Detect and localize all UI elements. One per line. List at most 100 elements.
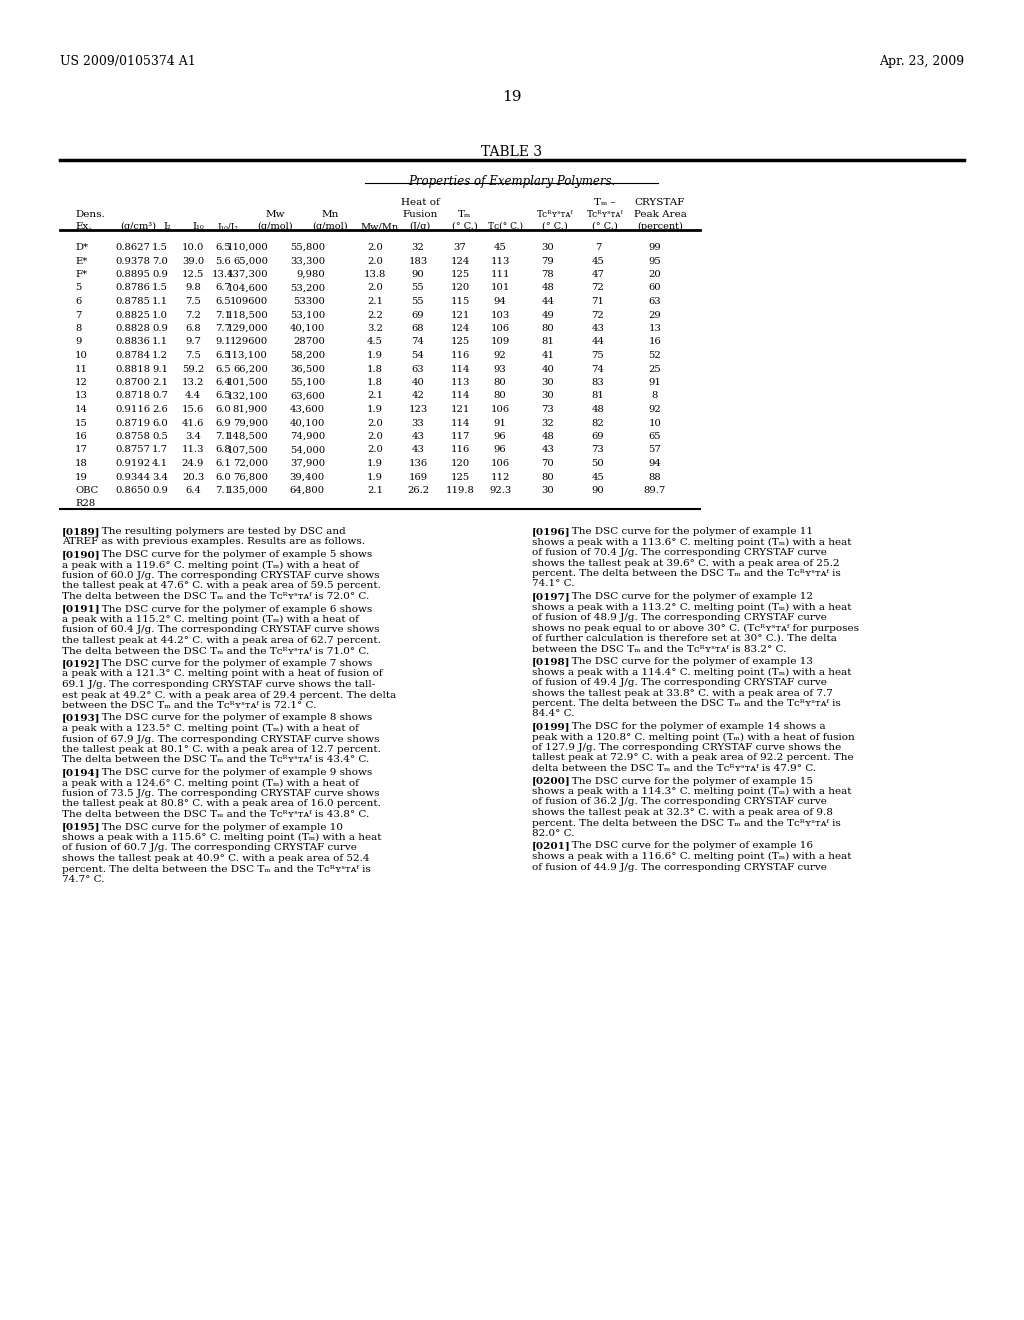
Text: 0.9378: 0.9378	[115, 256, 150, 265]
Text: the tallest peak at 80.8° C. with a peak area of 16.0 percent.: the tallest peak at 80.8° C. with a peak…	[62, 800, 381, 808]
Text: 0.8818: 0.8818	[115, 364, 151, 374]
Text: 13.2: 13.2	[182, 378, 204, 387]
Text: peak with a 120.8° C. melting point (Tₘ) with a heat of fusion: peak with a 120.8° C. melting point (Tₘ)…	[532, 733, 855, 742]
Text: est peak at 49.2° C. with a peak area of 29.4 percent. The delta: est peak at 49.2° C. with a peak area of…	[62, 690, 396, 700]
Text: 124: 124	[451, 323, 470, 333]
Text: [0199]: [0199]	[532, 722, 570, 731]
Text: 65,000: 65,000	[233, 256, 268, 265]
Text: The DSC curve for the polymer of example 15: The DSC curve for the polymer of example…	[562, 776, 813, 785]
Text: 7.2: 7.2	[185, 310, 201, 319]
Text: 2.1: 2.1	[367, 392, 383, 400]
Text: 136: 136	[409, 459, 428, 469]
Text: 129600: 129600	[229, 338, 268, 346]
Text: 7.7: 7.7	[215, 323, 231, 333]
Text: 6.8: 6.8	[215, 446, 230, 454]
Text: 6.9: 6.9	[215, 418, 230, 428]
Text: 1.5: 1.5	[152, 243, 168, 252]
Text: [0200]: [0200]	[532, 776, 570, 785]
Text: 9.7: 9.7	[185, 338, 201, 346]
Text: 16: 16	[75, 432, 88, 441]
Text: 1.1: 1.1	[152, 338, 168, 346]
Text: 2.1: 2.1	[152, 378, 168, 387]
Text: 78: 78	[542, 271, 554, 279]
Text: ATREF as with previous examples. Results are as follows.: ATREF as with previous examples. Results…	[62, 537, 365, 546]
Text: The resulting polymers are tested by DSC and: The resulting polymers are tested by DSC…	[92, 527, 346, 536]
Text: 88: 88	[648, 473, 662, 482]
Text: 40,100: 40,100	[290, 418, 325, 428]
Text: 83: 83	[592, 378, 604, 387]
Text: 11.3: 11.3	[181, 446, 204, 454]
Text: percent. The delta between the DSC Tₘ and the Tᴄᴿʏˢᴛᴀᶠ is: percent. The delta between the DSC Tₘ an…	[532, 818, 841, 828]
Text: 54,000: 54,000	[290, 446, 325, 454]
Text: 183: 183	[409, 256, 428, 265]
Text: shows a peak with a 114.4° C. melting point (Tₘ) with a heat: shows a peak with a 114.4° C. melting po…	[532, 668, 852, 677]
Text: 9,980: 9,980	[296, 271, 325, 279]
Text: 8: 8	[652, 392, 658, 400]
Text: 40: 40	[542, 364, 554, 374]
Text: US 2009/0105374 A1: US 2009/0105374 A1	[60, 55, 196, 69]
Text: 74.1° C.: 74.1° C.	[532, 579, 574, 589]
Text: 6.4: 6.4	[185, 486, 201, 495]
Text: 124: 124	[451, 256, 470, 265]
Text: Mw/Mn: Mw/Mn	[360, 222, 399, 231]
Text: 112: 112	[490, 473, 510, 482]
Text: 101: 101	[490, 284, 510, 293]
Text: 3.2: 3.2	[367, 323, 383, 333]
Text: 24.9: 24.9	[182, 459, 204, 469]
Text: 118,500: 118,500	[226, 310, 268, 319]
Text: 9: 9	[75, 338, 81, 346]
Text: 68: 68	[412, 323, 424, 333]
Text: Peak Area: Peak Area	[634, 210, 686, 219]
Text: 125: 125	[451, 271, 470, 279]
Text: 123: 123	[409, 405, 428, 414]
Text: 81: 81	[542, 338, 554, 346]
Text: 89.7: 89.7	[644, 486, 667, 495]
Text: 120: 120	[451, 459, 470, 469]
Text: fusion of 60.0 J/g. The corresponding CRYSTAF curve shows: fusion of 60.0 J/g. The corresponding CR…	[62, 572, 380, 579]
Text: 0.8757: 0.8757	[115, 446, 150, 454]
Text: 6.5: 6.5	[215, 351, 230, 360]
Text: 0.9: 0.9	[152, 271, 168, 279]
Text: 13: 13	[75, 392, 88, 400]
Text: the tallest peak at 44.2° C. with a peak area of 62.7 percent.: the tallest peak at 44.2° C. with a peak…	[62, 636, 381, 645]
Text: 7.1: 7.1	[215, 486, 231, 495]
Text: 6.1: 6.1	[215, 459, 231, 469]
Text: 2.1: 2.1	[367, 297, 383, 306]
Text: 6.7: 6.7	[215, 284, 230, 293]
Text: (° C.): (° C.)	[453, 222, 478, 231]
Text: 74.7° C.: 74.7° C.	[62, 875, 104, 884]
Text: 115: 115	[451, 297, 470, 306]
Text: 13.8: 13.8	[364, 271, 386, 279]
Text: 94: 94	[494, 297, 507, 306]
Text: 17: 17	[75, 446, 88, 454]
Text: 99: 99	[648, 243, 662, 252]
Text: 73: 73	[592, 446, 604, 454]
Text: of fusion of 49.4 J/g. The corresponding CRYSTAF curve: of fusion of 49.4 J/g. The corresponding…	[532, 678, 826, 686]
Text: 6.0: 6.0	[215, 473, 230, 482]
Text: 116: 116	[451, 351, 470, 360]
Text: 6.0: 6.0	[153, 418, 168, 428]
Text: 70: 70	[542, 459, 554, 469]
Text: 15: 15	[75, 418, 88, 428]
Text: 92.3: 92.3	[488, 486, 511, 495]
Text: The DSC for the polymer of example 14 shows a: The DSC for the polymer of example 14 sh…	[562, 722, 825, 731]
Text: 33: 33	[412, 418, 424, 428]
Text: 72: 72	[592, 284, 604, 293]
Text: [0194]: [0194]	[62, 768, 100, 777]
Text: 5.6: 5.6	[215, 256, 230, 265]
Text: (J/g): (J/g)	[410, 222, 431, 231]
Text: 44: 44	[592, 338, 604, 346]
Text: 1.8: 1.8	[367, 378, 383, 387]
Text: 80: 80	[494, 378, 507, 387]
Text: 0.8627: 0.8627	[115, 243, 150, 252]
Text: 1.9: 1.9	[367, 351, 383, 360]
Text: a peak with a 123.5° C. melting point (Tₘ) with a heat of: a peak with a 123.5° C. melting point (T…	[62, 723, 358, 733]
Text: shows the tallest peak at 32.3° C. with a peak area of 9.8: shows the tallest peak at 32.3° C. with …	[532, 808, 833, 817]
Text: 69: 69	[412, 310, 424, 319]
Text: 11: 11	[75, 364, 88, 374]
Text: Dens.: Dens.	[75, 210, 104, 219]
Text: 76,800: 76,800	[233, 473, 268, 482]
Text: 42: 42	[412, 392, 424, 400]
Text: 1.0: 1.0	[152, 310, 168, 319]
Text: Properties of Exemplary Polymers.: Properties of Exemplary Polymers.	[409, 176, 615, 187]
